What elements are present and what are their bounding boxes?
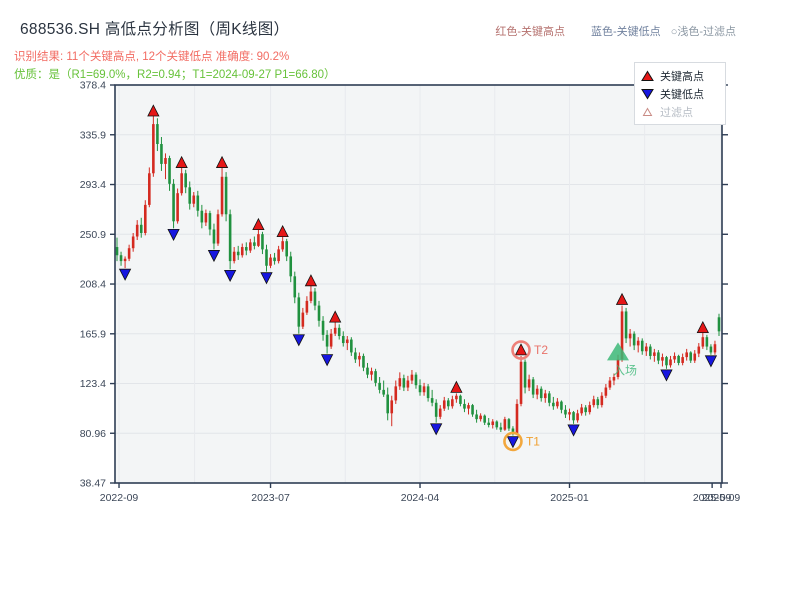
key-low-triangle-icon (641, 89, 654, 100)
svg-text:293.4: 293.4 (80, 179, 106, 191)
svg-text:38.47: 38.47 (80, 478, 106, 490)
svg-text:2022-09: 2022-09 (100, 492, 139, 504)
legend-item-filtered: 过滤点 (641, 103, 719, 121)
legend-item-key-high: 关键高点 (641, 67, 719, 85)
legend-blue-low-label: 蓝色-关键低点 (591, 26, 661, 38)
recognition-result-text: 识别结果: 11个关键高点, 12个关键低点 准确度: 90.2% (14, 51, 290, 63)
legend-item-key-low: 关键低点 (641, 85, 719, 103)
svg-text:165.9: 165.9 (80, 328, 106, 340)
svg-text:T1: T1 (526, 434, 540, 448)
legend-filter-label: ○浅色-过滤点 (670, 26, 736, 38)
header-color-legend: 红色-关键高点 蓝色-关键低点 ○浅色-过滤点 (495, 23, 736, 39)
filtered-triangle-icon (642, 107, 653, 116)
svg-text:2023-07: 2023-07 (251, 492, 290, 504)
svg-text:T2: T2 (534, 343, 548, 357)
legend-item-label: 关键高点 (660, 71, 704, 83)
quality-result-text: 优质：是（R1=69.0%，R2=0.94；T1=2024-09-27 P1=6… (14, 69, 336, 81)
svg-text:入场: 入场 (613, 363, 637, 377)
svg-text:80.96: 80.96 (80, 428, 106, 440)
chart-legend-box: 关键高点 关键低点 过滤点 (634, 62, 726, 125)
key-high-triangle-icon (641, 70, 654, 81)
svg-text:250.9: 250.9 (80, 229, 106, 241)
page-title: 688536.SH 高低点分析图（周K线图） (20, 21, 290, 38)
svg-text:335.9: 335.9 (80, 129, 106, 141)
legend-red-high-label: 红色-关键高点 (495, 26, 566, 38)
svg-text:2024-04: 2024-04 (401, 492, 440, 504)
svg-text:208.4: 208.4 (80, 279, 106, 291)
legend-item-label: 过滤点 (660, 107, 693, 119)
svg-text:2025-09: 2025-09 (702, 492, 741, 504)
svg-text:2025-09: 2025-09 (693, 492, 732, 504)
svg-text:123.4: 123.4 (80, 378, 106, 390)
svg-text:378.4: 378.4 (80, 80, 106, 92)
legend-item-label: 关键低点 (660, 89, 704, 101)
svg-text:2025-01: 2025-01 (550, 492, 589, 504)
